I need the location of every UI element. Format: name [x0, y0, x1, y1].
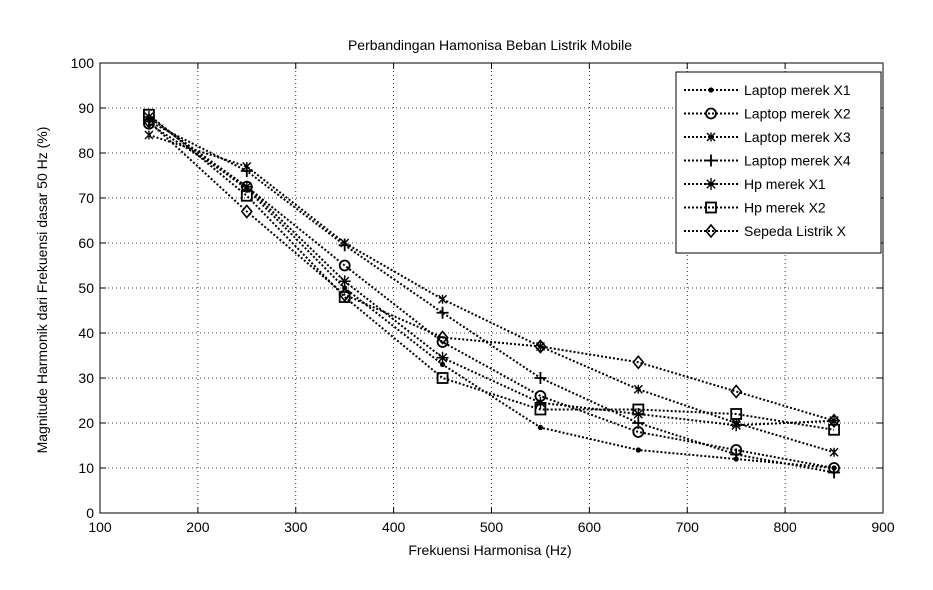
data-point	[338, 291, 351, 303]
x-tick-label: 100	[88, 519, 112, 535]
y-tick-label: 50	[78, 280, 94, 296]
legend-marker	[704, 223, 718, 239]
legend-item: Hp merek X1	[684, 176, 826, 192]
data-point	[240, 165, 253, 177]
legend-marker	[705, 201, 717, 214]
series-sepeda-listrik-x	[142, 114, 841, 428]
legend-label: Hp merek X2	[744, 200, 826, 216]
legend-item: Laptop merek X3	[684, 129, 851, 145]
legend-label: Laptop merek X2	[744, 106, 851, 122]
y-tick-label: 100	[71, 55, 95, 71]
data-point	[828, 413, 841, 428]
legend: Laptop merek X1 Laptop merek X2 Laptop mer…	[675, 71, 882, 254]
data-point	[632, 403, 645, 416]
data-point	[338, 259, 351, 272]
x-tick-label: 500	[480, 519, 504, 535]
data-point	[436, 351, 449, 364]
axis-ticks: 100 200 300 400 500 600 700 800 900 0 10 20 30 40 50 60…	[71, 55, 895, 535]
data-point	[144, 130, 154, 140]
x-tick-label: 200	[186, 519, 210, 535]
series-line	[148, 116, 835, 469]
data-point	[142, 111, 155, 123]
data-point	[436, 330, 449, 345]
data-point	[635, 447, 641, 453]
x-tick-label: 400	[382, 519, 406, 535]
data-point	[537, 424, 544, 431]
data-point	[730, 448, 743, 461]
data-point	[240, 189, 253, 202]
legend-item: Sepeda Listrik X	[684, 223, 847, 239]
series-layer	[142, 108, 841, 479]
x-tick-label: 700	[676, 519, 700, 535]
y-tick-label: 20	[78, 415, 94, 431]
x-tick-label: 600	[578, 519, 602, 535]
legend-label: Laptop merek X3	[744, 129, 851, 145]
legend-item: Laptop merek X4	[684, 153, 851, 169]
data-point	[436, 306, 449, 319]
legend-label: Laptop merek X1	[744, 82, 851, 98]
y-tick-label: 70	[78, 190, 94, 206]
data-point	[534, 339, 547, 354]
data-point	[534, 372, 547, 384]
series-hp-merek-x1	[142, 111, 841, 432]
data-point	[143, 108, 155, 121]
legend-marker	[706, 132, 716, 142]
y-tick-label: 80	[78, 145, 94, 161]
series-line	[148, 134, 835, 454]
data-point	[730, 384, 743, 399]
legend-item: Laptop merek X1	[684, 82, 851, 98]
data-point	[829, 447, 839, 457]
data-point	[436, 372, 449, 384]
data-point	[338, 287, 351, 302]
y-tick-label: 10	[78, 460, 94, 476]
y-axis-label: Magnitude Harmonik dari Frekuensi dasar …	[34, 127, 50, 454]
data-point	[632, 355, 645, 370]
data-point	[534, 403, 547, 416]
data-point	[828, 414, 841, 427]
legend-label: Hp merek X1	[744, 176, 826, 192]
y-tick-label: 90	[78, 100, 94, 116]
legend-marker	[705, 107, 717, 120]
y-tick-label: 40	[78, 325, 94, 341]
legend-item: Laptop merek X2	[684, 106, 851, 122]
chart-title: Perbandingan Hamonisa Beban Listrik Mobi…	[348, 37, 632, 53]
y-tick-label: 30	[78, 370, 94, 386]
series-line	[148, 113, 835, 431]
y-tick-label: 0	[86, 505, 94, 521]
data-point	[828, 466, 841, 479]
data-point	[828, 423, 840, 436]
series-line	[148, 116, 835, 427]
data-point	[439, 361, 446, 368]
legend-marker	[705, 154, 717, 167]
series-laptop-merek-x4	[142, 115, 841, 479]
legend-label: Laptop merek X4	[744, 153, 851, 169]
legend-marker	[708, 87, 714, 93]
legend-label: Sepeda Listrik X	[744, 223, 847, 239]
x-tick-label: 900	[871, 519, 895, 535]
data-point	[633, 384, 643, 394]
series-line	[148, 122, 835, 469]
legend-item: Hp merek X2	[684, 200, 826, 216]
y-tick-label: 60	[78, 235, 94, 251]
series-line	[148, 120, 835, 422]
x-axis-label: Frekuensi Harmonisa (Hz)	[408, 542, 571, 558]
data-point	[438, 294, 448, 304]
x-tick-label: 800	[773, 519, 797, 535]
data-point	[142, 114, 155, 129]
data-point	[240, 180, 253, 193]
legend-marker	[705, 178, 717, 190]
data-point	[240, 204, 253, 219]
x-tick-label: 300	[284, 519, 308, 535]
data-point	[338, 275, 351, 288]
series-hp-merek-x2	[143, 108, 840, 436]
data-point	[338, 239, 351, 252]
data-point	[730, 408, 743, 420]
data-point	[534, 396, 547, 409]
data-point	[730, 419, 743, 432]
